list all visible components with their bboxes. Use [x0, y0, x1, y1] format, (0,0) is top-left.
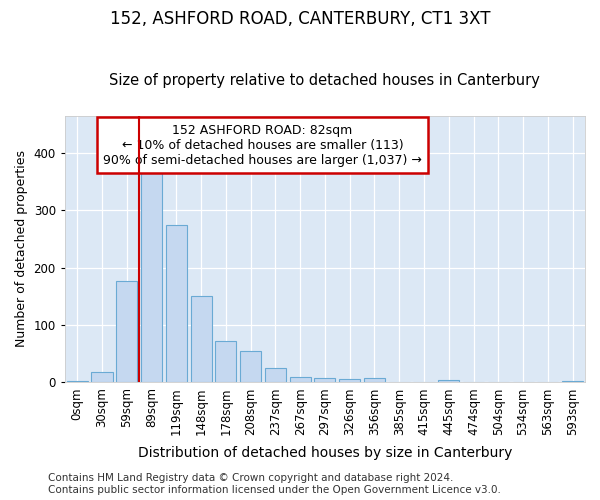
- Bar: [265, 368, 286, 382]
- Bar: [314, 378, 335, 382]
- Text: Contains HM Land Registry data © Crown copyright and database right 2024.
Contai: Contains HM Land Registry data © Crown c…: [48, 474, 501, 495]
- Bar: [191, 296, 212, 382]
- Bar: [290, 377, 311, 382]
- Y-axis label: Number of detached properties: Number of detached properties: [15, 150, 28, 348]
- Bar: [116, 281, 137, 382]
- Bar: [166, 224, 187, 382]
- Bar: [240, 351, 261, 382]
- Bar: [339, 379, 360, 382]
- Bar: [215, 340, 236, 382]
- Bar: [141, 173, 162, 382]
- Bar: [91, 372, 113, 382]
- Title: Size of property relative to detached houses in Canterbury: Size of property relative to detached ho…: [109, 73, 541, 88]
- X-axis label: Distribution of detached houses by size in Canterbury: Distribution of detached houses by size …: [138, 446, 512, 460]
- Bar: [562, 380, 583, 382]
- Text: 152 ASHFORD ROAD: 82sqm
← 10% of detached houses are smaller (113)
90% of semi-d: 152 ASHFORD ROAD: 82sqm ← 10% of detache…: [103, 124, 422, 166]
- Bar: [364, 378, 385, 382]
- Bar: [438, 380, 459, 382]
- Bar: [67, 380, 88, 382]
- Text: 152, ASHFORD ROAD, CANTERBURY, CT1 3XT: 152, ASHFORD ROAD, CANTERBURY, CT1 3XT: [110, 10, 490, 28]
